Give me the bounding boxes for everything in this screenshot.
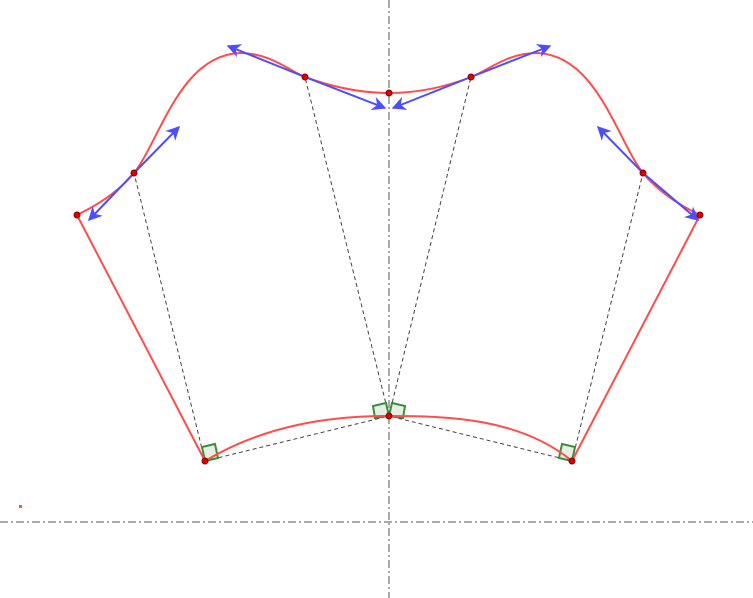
point-c[interactable]: [301, 73, 309, 81]
point-f[interactable]: [639, 169, 647, 177]
point-g[interactable]: [696, 211, 704, 219]
right-angle-center-left: [371, 401, 391, 420]
right-side: [571, 214, 701, 462]
point-i[interactable]: [385, 412, 393, 420]
vector-e-right: [470, 44, 552, 78]
points: [73, 73, 704, 465]
point-j[interactable]: [201, 457, 209, 465]
left-side: [76, 214, 206, 462]
point-a[interactable]: [73, 211, 81, 219]
vector-b-up: [133, 125, 180, 174]
right-angle-markers: [200, 401, 577, 463]
small-marker: [19, 505, 22, 508]
right-angle-right: [557, 442, 577, 463]
construction-lines: [133, 76, 644, 462]
vector-b-down: [88, 172, 135, 222]
point-h[interactable]: [568, 457, 576, 465]
tangent-vectors: [88, 44, 700, 222]
vector-c-right: [304, 76, 387, 110]
vector-c-left: [226, 44, 306, 78]
vector-e-left: [391, 76, 472, 110]
point-d[interactable]: [385, 89, 393, 97]
vector-f-down: [642, 172, 700, 221]
point-b[interactable]: [130, 169, 138, 177]
vector-f-up: [597, 125, 644, 174]
point-e[interactable]: [467, 73, 475, 81]
right-angle-center-right: [387, 401, 407, 420]
